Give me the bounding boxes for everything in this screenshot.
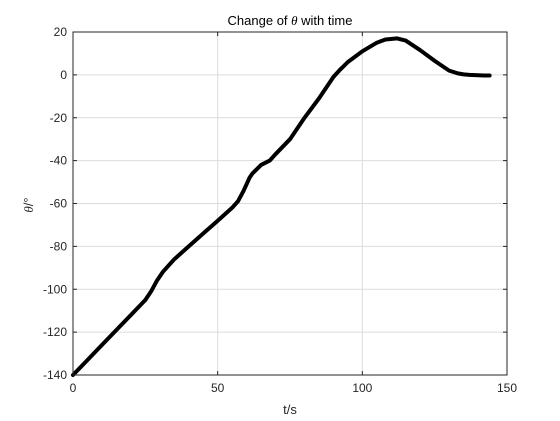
y-tick-label: -40 [50,154,68,168]
x-axis-label: t/s [283,402,297,417]
x-tick-label: 150 [497,381,517,395]
series-group [71,36,492,377]
y-tick-label: 0 [60,68,67,82]
chart-title-suffix: with time [298,13,353,28]
y-tick-label: 20 [54,25,68,39]
chart-title: Change of θ with time [228,13,353,28]
y-axis-label: θ/° [21,197,36,212]
y-tick-label: -120 [43,325,67,339]
y-axis-label-symbol: θ [21,206,36,213]
chart-title-symbol: θ [291,13,298,28]
chart-title-text: Change of [228,13,292,28]
y-tick-label: -20 [50,111,68,125]
y-tick-label: -140 [43,368,67,382]
y-axis-label-unit: /° [21,197,36,206]
plot-frame [72,31,508,376]
series-line-1 [71,36,492,377]
y-tick-label: -80 [50,239,68,253]
y-tick-label: -100 [43,282,67,296]
x-tick-label: 50 [211,381,225,395]
x-tick-label: 0 [70,381,77,395]
tick-labels: 0 50 100 150 -140 -120 -100 -80 -60 -40 -20 0 20 [43,25,517,395]
y-tick-label: -60 [50,197,68,211]
x-tick-label: 100 [352,381,372,395]
